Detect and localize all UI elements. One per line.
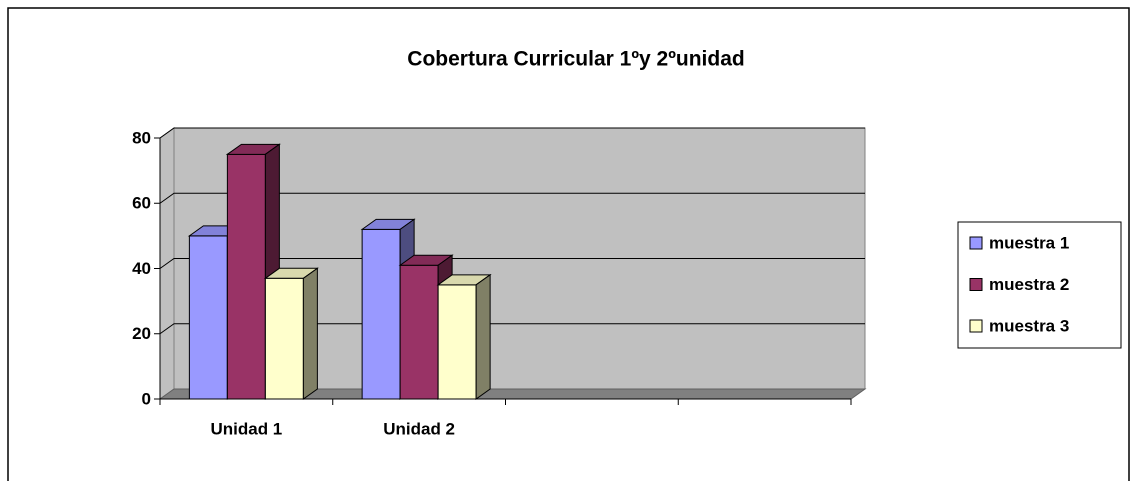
bar-front [437, 284, 477, 400]
legend-label: muestra 1 [989, 233, 1069, 252]
bar-front [399, 264, 439, 400]
grid-line [159, 258, 865, 269]
bar-front [226, 153, 266, 400]
grid-line [159, 192, 865, 204]
chart-title: Cobertura Curricular 1ºy 2ºunidad [407, 48, 744, 71]
bar-front [264, 277, 304, 400]
y-tick-label: 0 [142, 389, 151, 408]
legend-box [957, 221, 1122, 349]
bar-front [361, 228, 401, 400]
legend-swatch [969, 236, 983, 250]
x-tick-label: Unidad 2 [383, 419, 455, 438]
chart-border [7, 7, 1130, 481]
grid-line [159, 127, 865, 139]
bar-side [302, 267, 318, 400]
y-tick-label: 80 [132, 128, 151, 147]
y-tick-label: 40 [132, 259, 151, 278]
y-tick-label: 60 [132, 194, 151, 213]
bar-side [475, 273, 491, 400]
y-tick-label: 20 [132, 324, 151, 343]
grid-line [159, 323, 865, 335]
legend-label: muestra 2 [989, 275, 1069, 294]
x-tick-label: Unidad 1 [210, 419, 282, 438]
bar-front [188, 235, 228, 400]
legend-swatch [969, 319, 983, 333]
legend-swatch [969, 278, 983, 291]
legend-label: muestra 3 [989, 316, 1069, 335]
